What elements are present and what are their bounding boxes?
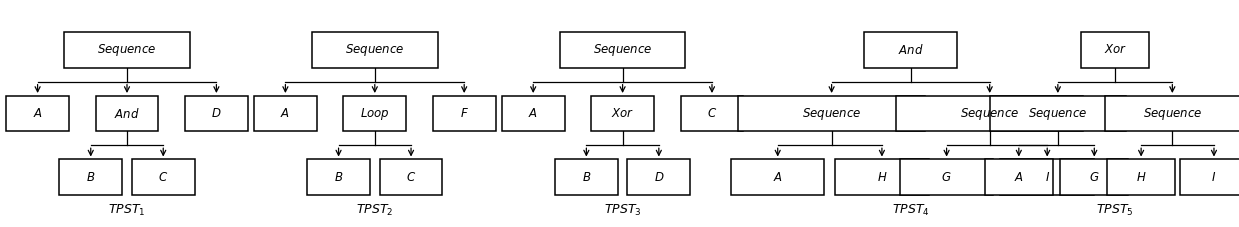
Text: $\mathit{TPST}$$_{2}$: $\mathit{TPST}$$_{2}$ (356, 203, 394, 218)
Bar (1105, 96, 1239, 131)
Bar (64, 32, 190, 67)
Bar (131, 159, 195, 195)
Bar (254, 96, 317, 131)
Bar (343, 96, 406, 131)
Text: $\mathit{Sequence}$: $\mathit{Sequence}$ (98, 42, 156, 58)
Bar (560, 32, 685, 67)
Text: $\mathit{Sequence}$: $\mathit{Sequence}$ (1142, 106, 1202, 121)
Text: $\mathit{H}$: $\mathit{H}$ (1136, 170, 1146, 184)
Text: $\mathit{A}$: $\mathit{A}$ (528, 107, 538, 120)
Text: $\mathit{And}$: $\mathit{And}$ (114, 106, 140, 121)
Text: $\mathit{A}$: $\mathit{A}$ (773, 170, 783, 184)
Bar (6, 96, 69, 131)
Bar (990, 96, 1125, 131)
Text: $\mathit{A}$: $\mathit{A}$ (280, 107, 290, 120)
Text: $\mathit{C}$: $\mathit{C}$ (707, 107, 717, 120)
Bar (738, 96, 926, 131)
Bar (680, 96, 743, 131)
Text: $\mathit{C}$: $\mathit{C}$ (406, 170, 416, 184)
Bar (1000, 159, 1094, 195)
Bar (307, 159, 370, 195)
Text: $\mathit{Sequence}$: $\mathit{Sequence}$ (593, 42, 652, 58)
Bar (432, 96, 496, 131)
Text: $\mathit{Sequence}$: $\mathit{Sequence}$ (960, 106, 1020, 121)
Text: $\mathit{Sequence}$: $\mathit{Sequence}$ (802, 106, 861, 121)
Text: $\mathit{TPST}$$_{1}$: $\mathit{TPST}$$_{1}$ (108, 203, 146, 218)
Text: $\mathit{Loop}$: $\mathit{Loop}$ (359, 106, 390, 121)
Text: $\mathit{G}$: $\mathit{G}$ (1089, 170, 1099, 184)
Text: $\mathit{H}$: $\mathit{H}$ (877, 170, 887, 184)
Bar (900, 159, 994, 195)
Bar (1108, 159, 1175, 195)
Text: $\mathit{Xor}$: $\mathit{Xor}$ (1104, 43, 1126, 57)
Bar (985, 159, 1053, 195)
Text: $\mathit{B}$: $\mathit{B}$ (85, 170, 95, 184)
Text: $\mathit{And}$: $\mathit{And}$ (898, 43, 923, 57)
Text: $\mathit{A}$: $\mathit{A}$ (32, 107, 42, 120)
Bar (555, 159, 618, 195)
Bar (379, 159, 442, 195)
Text: $\mathit{D}$: $\mathit{D}$ (211, 107, 222, 120)
Bar (731, 159, 824, 195)
Text: $\mathit{D}$: $\mathit{D}$ (654, 170, 664, 184)
Bar (185, 96, 248, 131)
Bar (312, 32, 437, 67)
Bar (1082, 32, 1149, 67)
Bar (502, 96, 565, 131)
Text: $\mathit{G}$: $\mathit{G}$ (942, 170, 952, 184)
Bar (591, 96, 654, 131)
Text: $\mathit{Sequence}$: $\mathit{Sequence}$ (346, 42, 404, 58)
Text: $\mathit{TPST}$$_{3}$: $\mathit{TPST}$$_{3}$ (603, 203, 642, 218)
Bar (896, 96, 1083, 131)
Bar (1180, 159, 1239, 195)
Text: $\mathit{Xor}$: $\mathit{Xor}$ (611, 107, 634, 120)
Bar (95, 96, 159, 131)
Text: $\mathit{TPST}$$_{5}$: $\mathit{TPST}$$_{5}$ (1097, 203, 1134, 218)
Text: $\mathit{B}$: $\mathit{B}$ (581, 170, 591, 184)
Bar (59, 159, 123, 195)
Text: $\mathit{B}$: $\mathit{B}$ (333, 170, 343, 184)
Text: $\mathit{Sequence}$: $\mathit{Sequence}$ (1028, 106, 1088, 121)
Text: $\mathit{I}$: $\mathit{I}$ (1044, 170, 1049, 184)
Bar (864, 32, 958, 67)
Text: $\mathit{I}$: $\mathit{I}$ (1212, 170, 1217, 184)
Text: $\mathit{TPST}$$_{4}$: $\mathit{TPST}$$_{4}$ (892, 203, 929, 218)
Text: $\mathit{C}$: $\mathit{C}$ (159, 170, 169, 184)
Text: $\mathit{A}$: $\mathit{A}$ (1014, 170, 1023, 184)
Bar (1061, 159, 1127, 195)
Bar (627, 159, 690, 195)
Text: $\mathit{F}$: $\mathit{F}$ (460, 107, 468, 120)
Bar (835, 159, 929, 195)
